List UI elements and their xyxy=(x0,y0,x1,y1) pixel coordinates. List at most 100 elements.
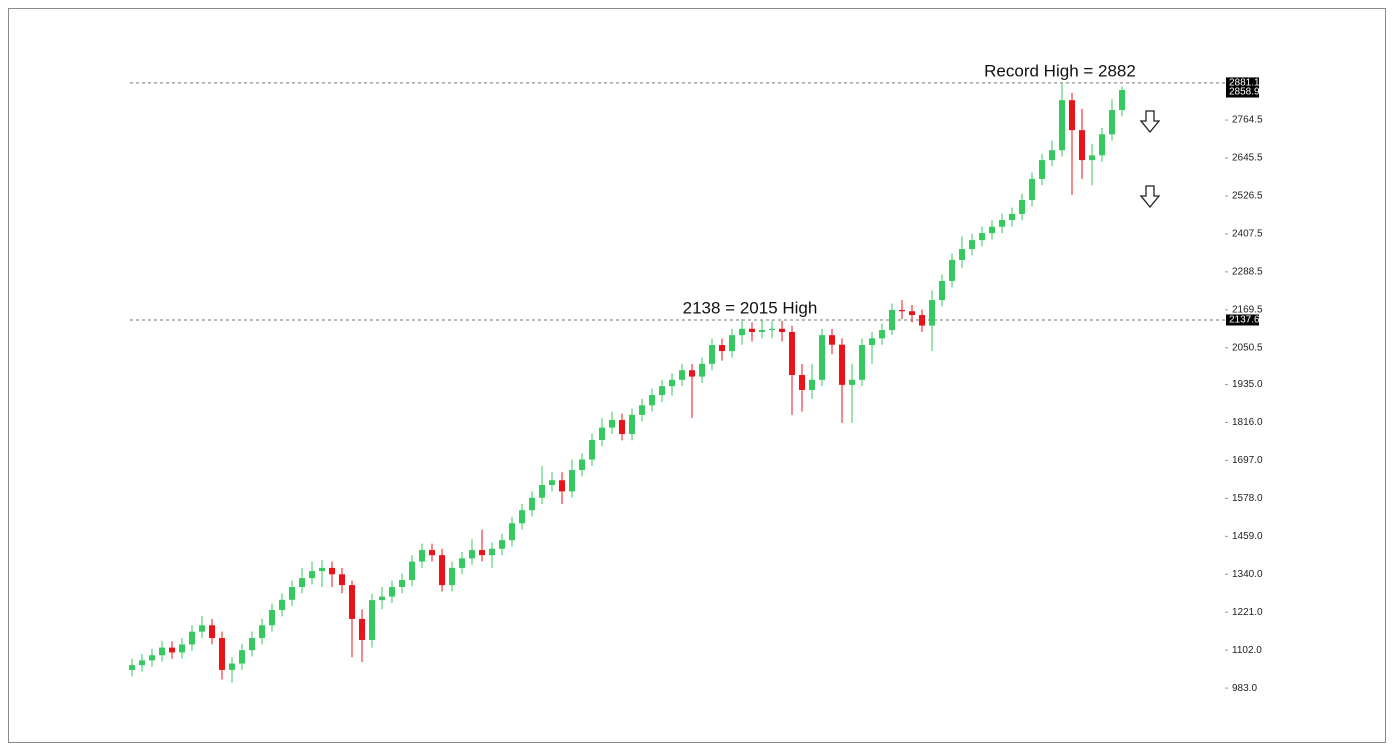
candle-body xyxy=(629,414,635,434)
candle-body xyxy=(779,328,785,332)
candle-body xyxy=(749,328,755,332)
candle-body xyxy=(1079,130,1085,161)
candle-body xyxy=(259,625,265,639)
candle-body xyxy=(839,344,845,385)
candle-body xyxy=(679,370,685,380)
price-tag-label: 2881.1 xyxy=(1229,78,1260,89)
y-tick-label: 2050.5 xyxy=(1232,342,1263,353)
candle-body xyxy=(729,335,735,352)
candle-body xyxy=(919,315,925,326)
candle-body xyxy=(819,335,825,380)
candle-body xyxy=(789,331,795,376)
y-tick-label: 2764.5 xyxy=(1232,115,1263,126)
candle-body xyxy=(489,548,495,556)
candle-body xyxy=(979,233,985,241)
candle-body xyxy=(159,647,165,656)
price-tag-label: 2137.6 xyxy=(1229,315,1260,326)
candle-body xyxy=(849,379,855,385)
candle-body xyxy=(859,345,865,380)
candle-body xyxy=(879,330,885,339)
frame xyxy=(8,8,1386,743)
candle-body xyxy=(549,480,555,486)
candle-body xyxy=(579,459,585,471)
candle-body xyxy=(1099,134,1105,156)
candle-body xyxy=(469,550,475,559)
candle-body xyxy=(269,610,275,626)
y-tick-label: 1578.0 xyxy=(1232,493,1263,504)
candle-body xyxy=(929,300,935,326)
candle-body xyxy=(659,386,665,396)
candle-body xyxy=(1019,199,1025,214)
candle-body xyxy=(609,419,615,428)
candle-body xyxy=(599,427,605,441)
candle-body xyxy=(1059,100,1065,151)
candle-body xyxy=(939,280,945,301)
candle-body xyxy=(1049,150,1055,161)
candle-body xyxy=(1029,178,1035,200)
down-arrow xyxy=(1139,185,1161,209)
price-tag xyxy=(1226,86,1259,98)
y-tick-label: 1816.0 xyxy=(1232,417,1263,428)
candle-body xyxy=(719,345,725,352)
candle-body xyxy=(189,631,195,645)
y-tick-label: 1221.0 xyxy=(1232,607,1263,618)
candle-body xyxy=(509,523,515,541)
candle-body xyxy=(339,574,345,586)
candle-body xyxy=(179,644,185,653)
candle-body xyxy=(699,363,705,377)
candle-body xyxy=(739,328,745,336)
candle-body xyxy=(1069,100,1075,131)
candle-body xyxy=(139,660,145,666)
y-tick-label: 2169.5 xyxy=(1232,304,1263,315)
candle-body xyxy=(829,335,835,345)
price-tag-label: 2858.9 xyxy=(1229,87,1260,98)
candle-body xyxy=(319,567,325,572)
candle-body xyxy=(239,650,245,664)
candle-body xyxy=(1109,110,1115,135)
candle-body xyxy=(439,555,445,586)
candle-body xyxy=(289,587,295,600)
candle-body xyxy=(369,600,375,640)
candle-body xyxy=(169,647,175,653)
down-arrow xyxy=(1139,110,1161,134)
candle-body xyxy=(1009,214,1015,221)
candle-body xyxy=(569,470,575,492)
y-tick-label: 1102.0 xyxy=(1232,645,1262,656)
candle-body xyxy=(209,625,215,639)
candle-body xyxy=(199,625,205,632)
candle-body xyxy=(449,567,455,586)
y-tick-label: 2288.5 xyxy=(1232,267,1263,278)
candle-body xyxy=(329,567,335,575)
candle-body xyxy=(279,599,285,610)
candle-body xyxy=(1039,160,1045,179)
candle-body xyxy=(419,550,425,562)
y-tick-label: 983.0 xyxy=(1232,683,1257,694)
candle-body xyxy=(969,240,975,250)
price-tag xyxy=(1226,314,1259,326)
y-tick-label: 1935.0 xyxy=(1232,379,1263,390)
y-tick-label: 1459.0 xyxy=(1232,531,1263,542)
candle-body xyxy=(499,540,505,549)
candle-body xyxy=(459,558,465,568)
candle-body xyxy=(429,550,435,556)
candle-body xyxy=(669,379,675,387)
candle-body xyxy=(759,330,765,332)
candle-body xyxy=(349,585,355,619)
candle-body xyxy=(559,480,565,492)
candle-body xyxy=(1089,155,1095,161)
price-tag xyxy=(1226,77,1259,89)
candle-body xyxy=(519,510,525,524)
candle-body xyxy=(299,578,305,588)
y-tick-label: 2526.5 xyxy=(1232,191,1263,202)
candle-body xyxy=(769,328,775,331)
candle-body xyxy=(649,395,655,406)
candle-body xyxy=(219,638,225,670)
candle-body xyxy=(389,587,395,597)
candle-body xyxy=(869,338,875,346)
candle-body xyxy=(899,309,905,312)
annotation: Record High = 2882 xyxy=(984,61,1136,80)
candle-body xyxy=(999,220,1005,227)
candle-body xyxy=(399,580,405,588)
y-tick-label: 2645.5 xyxy=(1232,153,1263,164)
